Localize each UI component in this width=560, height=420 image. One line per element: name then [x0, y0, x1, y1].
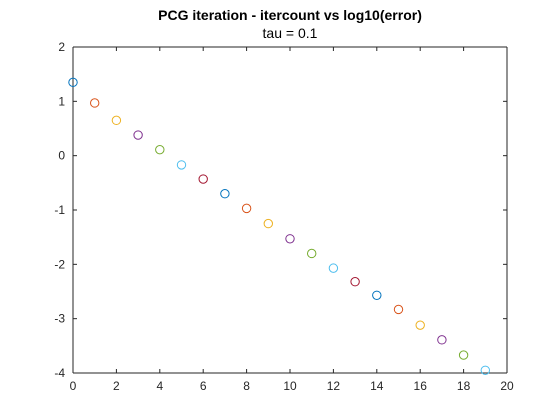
data-point [415, 320, 425, 330]
y-tick-label: -1 [54, 203, 65, 217]
x-tick-labels: 0 2 4 6 8 10 12 14 16 18 20 [70, 379, 514, 393]
x-tick-label: 10 [283, 379, 297, 393]
data-point [437, 335, 447, 345]
data-point [176, 160, 187, 170]
x-tick-label: 16 [414, 379, 428, 393]
data-point [458, 350, 469, 360]
y-tick-label: -3 [54, 312, 65, 326]
data-point [328, 263, 339, 273]
x-tick-label: 6 [200, 379, 207, 393]
data-point [133, 130, 143, 140]
data-point [285, 234, 295, 244]
y-tick-label: 0 [58, 149, 65, 163]
x-tick-label: 20 [500, 379, 514, 393]
data-point [198, 174, 208, 184]
x-tick-label: 4 [156, 379, 163, 393]
chart-subtitle: tau = 0.1 [263, 25, 318, 41]
data-point [263, 218, 273, 229]
data-point [68, 77, 78, 88]
y-tick-label: -2 [54, 257, 65, 271]
x-tick-label: 18 [457, 379, 471, 393]
y-tick-label: 2 [58, 40, 65, 54]
data-point [220, 189, 230, 199]
x-tick-label: 12 [327, 379, 341, 393]
x-tick-label: 2 [113, 379, 120, 393]
data-markers [68, 77, 490, 375]
data-point [350, 277, 360, 287]
y-tick-label: 1 [58, 94, 65, 108]
data-point [307, 248, 317, 259]
y-tick-label: -4 [54, 366, 65, 380]
x-tick-label: 8 [243, 379, 250, 393]
data-point [480, 365, 490, 375]
data-point [90, 98, 100, 108]
axis-ticks [72, 46, 508, 374]
x-tick-label: 14 [370, 379, 384, 393]
chart-title: PCG iteration - itercount vs log10(error… [158, 7, 422, 23]
x-tick-label: 0 [70, 379, 77, 393]
data-point [241, 203, 252, 214]
data-point [155, 144, 165, 155]
data-point [111, 115, 122, 126]
y-tick-labels: 2 1 0 -1 -2 -3 -4 [54, 40, 65, 380]
data-point [393, 304, 404, 315]
axes-box [72, 46, 508, 374]
data-point [372, 290, 382, 301]
